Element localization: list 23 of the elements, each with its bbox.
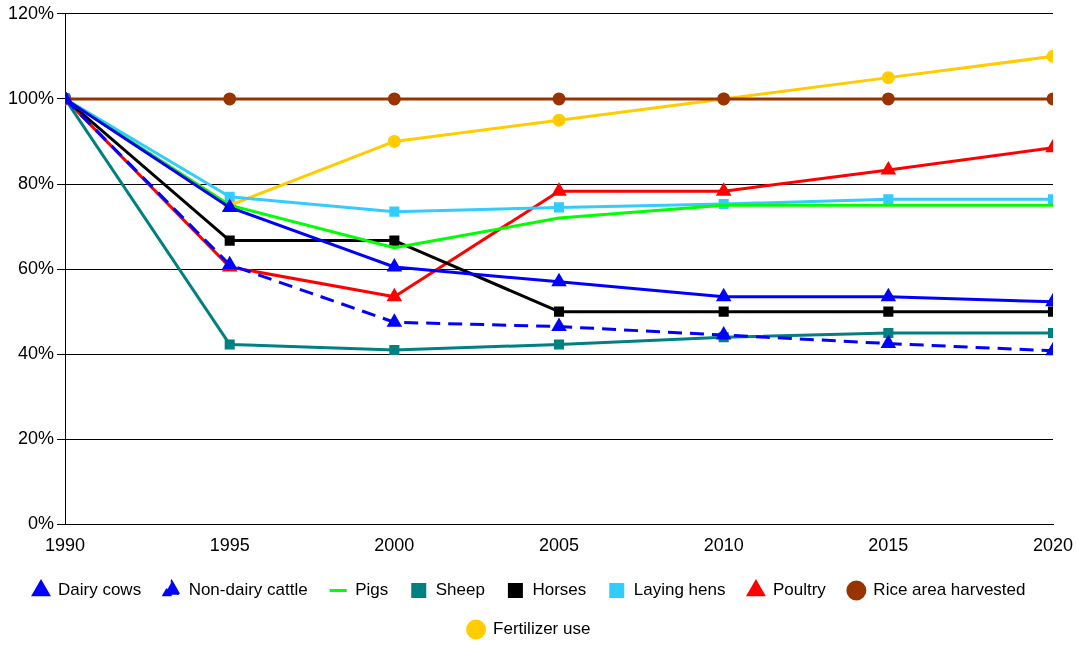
y-tick-label: 80% [18, 172, 55, 193]
x-tick-label: 1990 [45, 535, 86, 556]
legend-label: Pigs [355, 580, 389, 600]
x-tick-label: 2015 [868, 535, 909, 556]
y-tick-label: 120% [7, 2, 55, 23]
y-tick-label: 60% [18, 258, 55, 279]
legend-label: Dairy cows [58, 580, 142, 600]
y-tick-label: 20% [18, 428, 55, 449]
legend-label: Fertilizer use [493, 619, 591, 639]
legend-label: Non-dairy cattle [188, 580, 308, 600]
legend-label: Laying hens [633, 580, 726, 600]
legend-label: Sheep [435, 580, 485, 600]
x-tick-label: 2010 [703, 535, 744, 556]
x-tick-label: 1995 [209, 535, 250, 556]
x-tick-label: 2005 [539, 535, 580, 556]
legend-label: Horses [532, 580, 587, 600]
y-tick-label: 40% [18, 343, 55, 364]
x-tick-label: 2020 [1032, 535, 1074, 556]
legend-label: Rice area harvested [873, 580, 1026, 600]
y-tick-label: 100% [7, 87, 55, 108]
y-tick-label: 0% [28, 513, 55, 534]
legend-label: Poultry [772, 580, 827, 600]
x-tick-label: 2000 [374, 535, 415, 556]
